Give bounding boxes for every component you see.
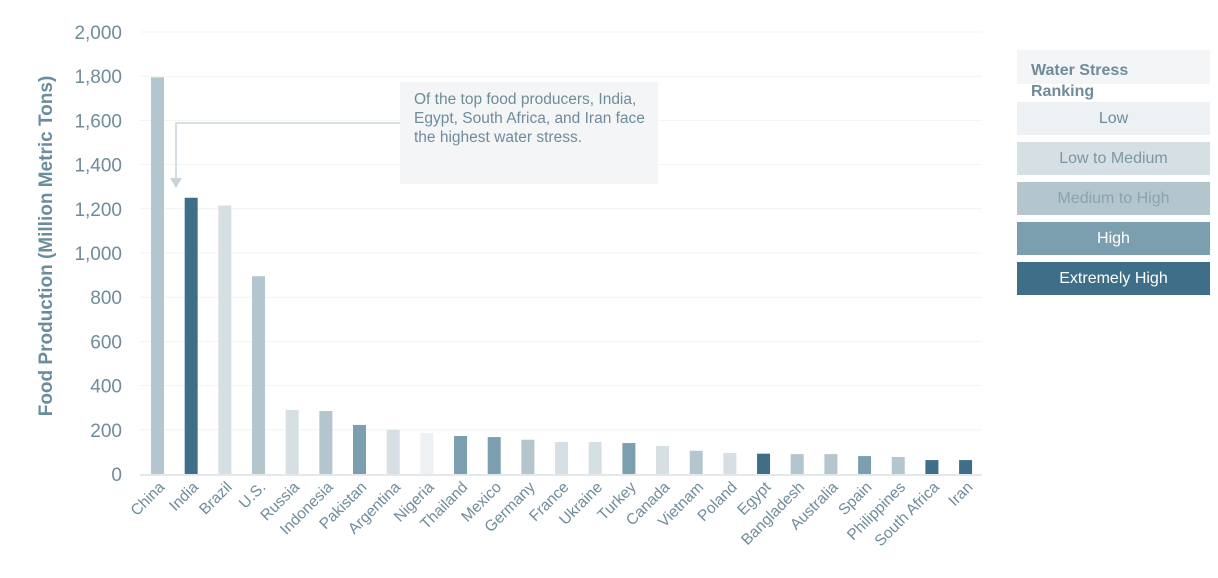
y-tick-label: 2,000 <box>74 23 122 44</box>
bar-india <box>184 197 198 474</box>
legend-items: Low Low to Medium Medium to High High Extrem… <box>1017 102 1210 295</box>
bar-mexico <box>487 437 501 474</box>
y-axis-title: Food Production (Million Metric Tons) <box>36 76 57 417</box>
bar-brazil <box>218 205 232 475</box>
y-tick-label: 1,200 <box>74 200 122 221</box>
x-tick-label: China <box>128 479 169 520</box>
bar-australia <box>824 454 838 474</box>
bar-russia <box>285 409 299 474</box>
legend-item-medium-to-high: Medium to High <box>1017 182 1210 215</box>
bar-poland <box>723 453 737 474</box>
bar-nigeria <box>420 432 434 474</box>
bar-iran <box>959 460 973 474</box>
x-tick-label: Iran <box>945 479 976 510</box>
legend-item-extremely-high: Extremely High <box>1017 262 1210 295</box>
legend-item-high: High <box>1017 222 1210 255</box>
bars <box>151 77 973 475</box>
bar-thailand <box>454 435 468 474</box>
callout-annotation: Of the top food producers, India, Egypt,… <box>400 82 658 184</box>
y-tick-label: 1,400 <box>74 156 122 177</box>
callout-connector-line <box>175 122 400 179</box>
callout-connector <box>170 122 400 188</box>
y-axis-ticks: 0 200 400 600 800 1,000 1,200 1,400 1,600 1,800 2,… <box>74 23 122 486</box>
bar-france <box>555 441 569 474</box>
bar-u-s <box>252 276 266 474</box>
y-tick-label: 1,600 <box>74 111 122 132</box>
x-tick-label: Brazil <box>196 479 235 518</box>
y-tick-label: 1,800 <box>74 67 122 88</box>
y-tick-label: 800 <box>90 288 122 309</box>
bar-south-africa <box>925 460 939 474</box>
legend-item-low: Low <box>1017 102 1210 135</box>
bar-egypt <box>757 453 771 474</box>
y-tick-label: 200 <box>90 421 122 442</box>
bar-indonesia <box>319 411 333 474</box>
legend: Water Stress Ranking Low Low to Medium Med… <box>1017 50 1210 295</box>
bar-argentina <box>386 429 400 474</box>
bar-china <box>151 77 164 475</box>
legend-item-low-to-medium: Low to Medium <box>1017 142 1210 175</box>
arrow-head-icon <box>170 178 182 188</box>
bar-philippines <box>891 456 905 474</box>
y-tick-label: 0 <box>111 465 122 486</box>
y-tick-label: 600 <box>90 332 122 353</box>
legend-title-box: Water Stress Ranking <box>1017 50 1210 100</box>
bar-canada <box>656 445 670 474</box>
y-tick-label: 1,000 <box>74 244 122 265</box>
y-tick-label: 400 <box>90 377 122 398</box>
bar-turkey <box>622 443 636 474</box>
bar-bangladesh <box>790 454 804 474</box>
bar-spain <box>858 456 872 474</box>
gridlines <box>140 31 982 431</box>
bar-ukraine <box>588 441 602 474</box>
x-tick-label: India <box>166 479 202 515</box>
bar-pakistan <box>353 424 367 474</box>
bar-vietnam <box>689 450 703 474</box>
bar-germany <box>521 439 535 474</box>
legend-title: Water Stress Ranking <box>1031 62 1129 100</box>
